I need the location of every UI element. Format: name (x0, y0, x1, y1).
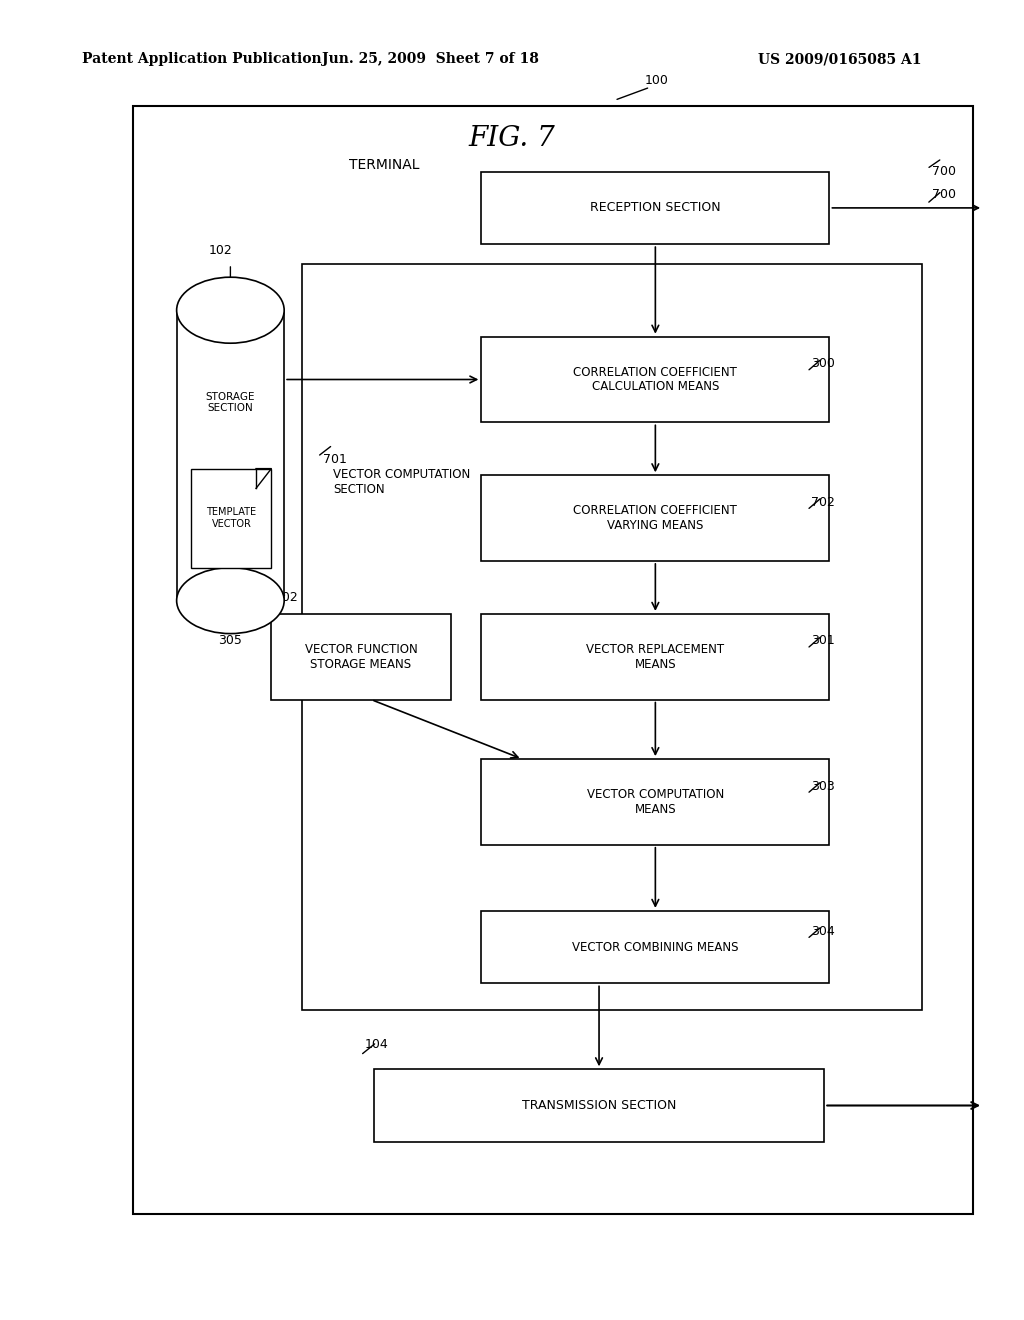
FancyBboxPatch shape (177, 310, 285, 601)
Text: 304: 304 (811, 925, 835, 937)
Text: VECTOR COMPUTATION
MEANS: VECTOR COMPUTATION MEANS (587, 788, 724, 816)
FancyBboxPatch shape (374, 1069, 824, 1142)
Text: VECTOR REPLACEMENT
MEANS: VECTOR REPLACEMENT MEANS (587, 643, 724, 671)
Text: VECTOR COMBINING MEANS: VECTOR COMBINING MEANS (572, 941, 738, 953)
FancyBboxPatch shape (481, 759, 829, 845)
Text: VECTOR FUNCTION
STORAGE MEANS: VECTOR FUNCTION STORAGE MEANS (304, 643, 418, 671)
Text: 305: 305 (218, 634, 243, 647)
FancyBboxPatch shape (481, 475, 829, 561)
FancyBboxPatch shape (481, 337, 829, 422)
FancyBboxPatch shape (271, 614, 451, 700)
Text: TEMPLATE
VECTOR: TEMPLATE VECTOR (207, 507, 256, 529)
FancyBboxPatch shape (481, 614, 829, 700)
Text: 701: 701 (323, 453, 346, 466)
Text: Patent Application Publication: Patent Application Publication (82, 53, 322, 66)
Text: 301: 301 (811, 635, 835, 647)
Text: 102: 102 (208, 244, 232, 257)
Text: VECTOR COMPUTATION
SECTION: VECTOR COMPUTATION SECTION (333, 467, 470, 496)
Text: 300: 300 (811, 358, 835, 370)
Text: 702: 702 (811, 496, 835, 508)
Text: 302: 302 (274, 591, 298, 603)
FancyBboxPatch shape (481, 911, 829, 983)
Text: 104: 104 (365, 1039, 388, 1051)
Text: Jun. 25, 2009  Sheet 7 of 18: Jun. 25, 2009 Sheet 7 of 18 (322, 53, 539, 66)
Text: US 2009/0165085 A1: US 2009/0165085 A1 (758, 53, 922, 66)
FancyBboxPatch shape (481, 172, 829, 244)
Ellipse shape (176, 277, 285, 343)
Text: STORAGE
SECTION: STORAGE SECTION (206, 392, 255, 413)
FancyBboxPatch shape (191, 469, 271, 568)
Text: CORRELATION COEFFICIENT
VARYING MEANS: CORRELATION COEFFICIENT VARYING MEANS (573, 504, 737, 532)
Text: CORRELATION COEFFICIENT
CALCULATION MEANS: CORRELATION COEFFICIENT CALCULATION MEAN… (573, 366, 737, 393)
Text: RECEPTION SECTION: RECEPTION SECTION (590, 202, 721, 214)
Text: 303: 303 (811, 780, 835, 792)
Text: 700: 700 (932, 165, 955, 178)
Text: FIG. 7: FIG. 7 (469, 125, 555, 152)
Text: TERMINAL: TERMINAL (349, 158, 419, 172)
Ellipse shape (176, 568, 285, 634)
Text: 100: 100 (645, 74, 669, 87)
Text: 700: 700 (932, 189, 955, 201)
Text: TRANSMISSION SECTION: TRANSMISSION SECTION (522, 1100, 676, 1111)
FancyBboxPatch shape (133, 106, 973, 1214)
